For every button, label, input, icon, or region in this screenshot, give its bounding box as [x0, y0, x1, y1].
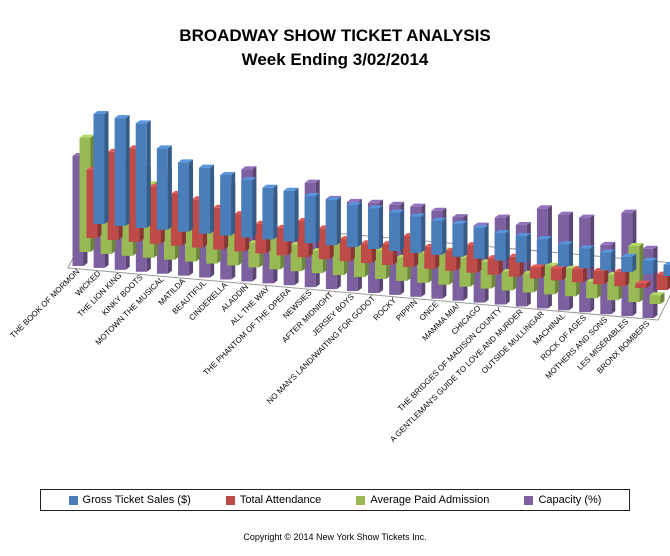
- bar-gross-ticket-sales--1: [114, 115, 130, 226]
- bar-gross-ticket-sales--19: [494, 230, 510, 261]
- legend-label: Gross Ticket Sales ($): [82, 494, 191, 506]
- legend-item-avg-admission: Average Paid Admission: [356, 494, 489, 506]
- bar-gross-ticket-sales--3: [156, 145, 172, 230]
- bar-gross-ticket-sales--18: [473, 224, 489, 259]
- bar-gross-ticket-sales--24: [600, 249, 616, 271]
- legend-label: Capacity (%): [538, 494, 602, 506]
- legend-label: Average Paid Admission: [370, 494, 490, 506]
- bar-gross-ticket-sales--10: [304, 192, 320, 244]
- bar-gross-ticket-sales--17: [452, 220, 468, 257]
- bar-gross-ticket-sales--16: [431, 217, 447, 255]
- category-label: THE BRIDGES OF MADISON COUNTY: [396, 305, 504, 413]
- bar-gross-ticket-sales--14: [389, 209, 405, 251]
- bar-gross-ticket-sales--0: [93, 111, 109, 224]
- bar-gross-ticket-sales--21: [536, 236, 552, 265]
- bar-gross-ticket-sales--22: [557, 241, 573, 267]
- bar-gross-ticket-sales--2: [135, 120, 151, 228]
- bar-gross-ticket-sales--11: [325, 197, 341, 246]
- bar-average-paid-admission-27: [649, 292, 665, 304]
- legend-swatch-purple: [524, 495, 534, 505]
- bar-gross-ticket-sales--15: [410, 213, 426, 253]
- bar-total-attendance-22: [550, 265, 566, 281]
- bar-gross-ticket-sales--9: [283, 187, 299, 242]
- bar-gross-ticket-sales--27: [663, 262, 670, 276]
- legend-item-attendance: Total Attendance: [225, 494, 322, 506]
- bar-total-attendance-21: [529, 264, 545, 279]
- copyright-text: Copyright © 2014 New York Show Tickets I…: [243, 532, 427, 542]
- category-label: THE BOOK OF MORMON: [8, 267, 81, 340]
- bar-gross-ticket-sales--13: [367, 205, 383, 250]
- chart-subtitle: Week Ending 3/02/2014: [241, 50, 429, 69]
- bar-gross-ticket-sales--5: [199, 164, 215, 234]
- bar-gross-ticket-sales--4: [177, 159, 193, 232]
- bar-gross-ticket-sales--12: [346, 202, 362, 248]
- chart-legend: Gross Ticket Sales ($) Total Attendance …: [40, 489, 630, 511]
- legend-swatch-green: [356, 495, 366, 505]
- chart-title: BROADWAY SHOW TICKET ANALYSIS: [179, 26, 491, 45]
- bar-total-attendance-26: [635, 280, 651, 289]
- bar-gross-ticket-sales--7: [241, 177, 257, 238]
- category-label: NO MAN'S LAND/WAITING FOR GODOT: [265, 294, 377, 406]
- legend-swatch-red: [225, 495, 235, 505]
- legend-label: Total Attendance: [239, 494, 322, 506]
- bar-total-attendance-23: [572, 266, 588, 283]
- bar-gross-ticket-sales--6: [220, 172, 236, 236]
- category-label: PIPPIN: [394, 298, 419, 323]
- legend-item-capacity: Capacity (%): [524, 494, 601, 506]
- bar-gross-ticket-sales--26: [642, 257, 658, 275]
- bar-average-paid-admission-26: [628, 242, 644, 303]
- legend-swatch-blue: [68, 495, 78, 505]
- bar-gross-ticket-sales--25: [621, 253, 637, 273]
- bar-gross-ticket-sales--20: [515, 233, 531, 263]
- legend-item-gross: Gross Ticket Sales ($): [68, 494, 191, 506]
- bar-gross-ticket-sales--8: [262, 184, 278, 240]
- bar-total-attendance-24: [593, 268, 609, 285]
- bar-gross-ticket-sales--23: [579, 245, 595, 269]
